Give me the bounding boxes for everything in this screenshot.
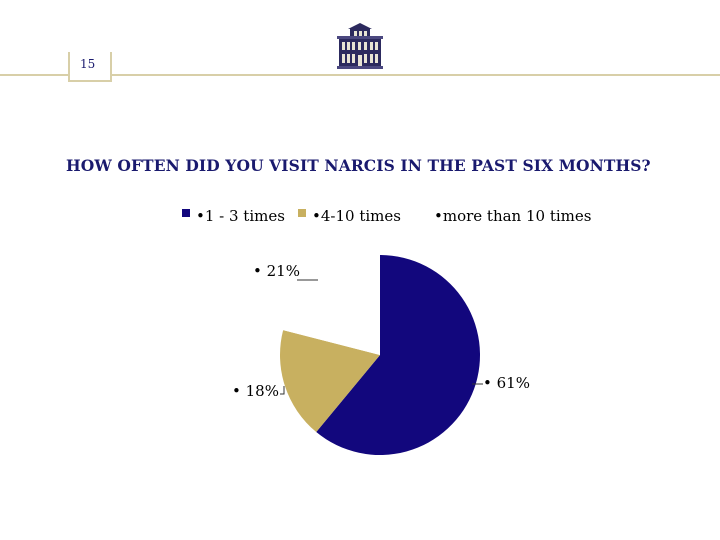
header-rule bbox=[0, 74, 720, 76]
pie-slice-1-3-times bbox=[316, 255, 481, 455]
data-label-4-10-times: • 18% bbox=[232, 382, 279, 400]
legend-label-more-than-10-times: •more than 10 times bbox=[434, 207, 591, 225]
chart-title: HOW OFTEN DID YOU VISIT NARCIS IN THE PA… bbox=[66, 156, 651, 175]
legend-swatch-1-3-times bbox=[182, 209, 190, 217]
page-number-tab bbox=[68, 52, 112, 82]
leader-line-4-10-times bbox=[280, 386, 285, 395]
legend-label-4-10-times: •4-10 times bbox=[312, 207, 401, 225]
data-label-1-3-times: • 61% bbox=[483, 374, 530, 392]
page-number: 15 bbox=[80, 57, 96, 71]
legend-label-1-3-times: •1 - 3 times bbox=[196, 207, 285, 225]
building-logo-icon bbox=[337, 23, 383, 69]
data-label-more-than-10-times: • 21% bbox=[253, 262, 300, 280]
legend-swatch-4-10-times bbox=[298, 209, 306, 217]
pie-slice-4-10-times bbox=[279, 330, 380, 433]
pie-slice-more-than-10-times bbox=[283, 255, 380, 355]
